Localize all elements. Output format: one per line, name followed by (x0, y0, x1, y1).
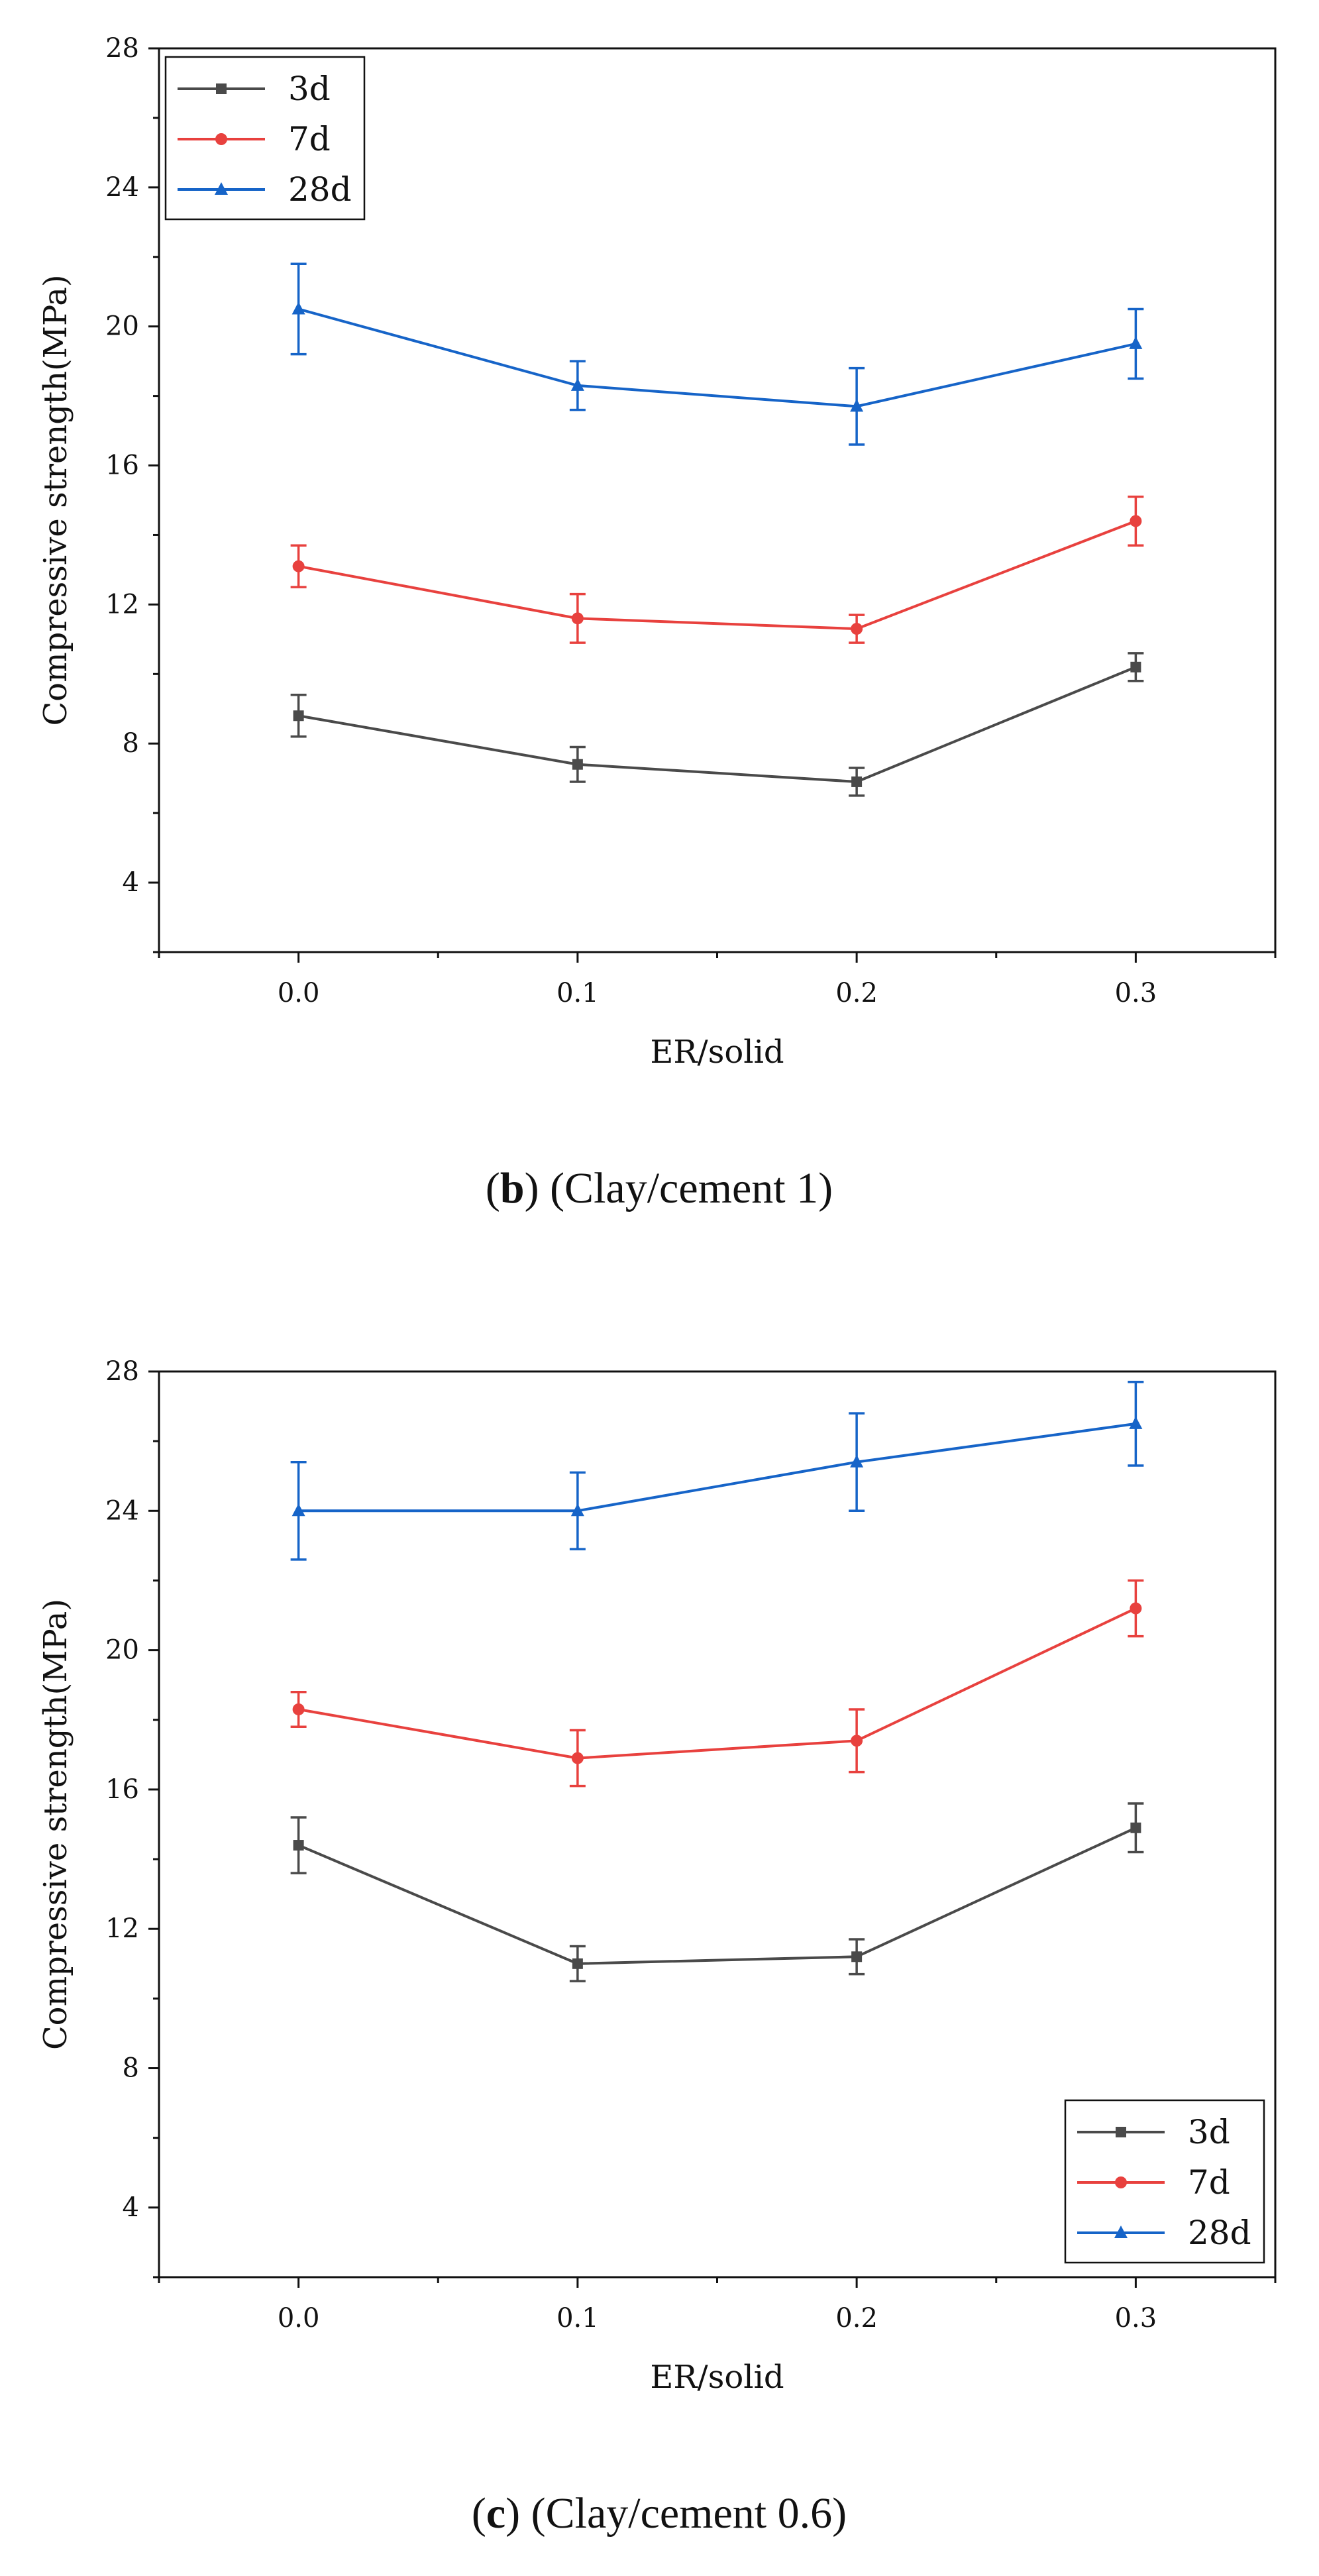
data-point-28d (291, 301, 305, 315)
y-tick-label: 16 (105, 451, 139, 481)
legend-marker-7d (1115, 2176, 1127, 2188)
legend-marker-28d (1114, 2226, 1128, 2238)
x-tick-label: 0.2 (835, 978, 878, 1008)
legend-label: 3d (288, 70, 331, 108)
legend-marker-7d (215, 133, 227, 145)
x-axis-title: ER/solid (650, 1034, 784, 1071)
legend: 3d 7d 28d (164, 56, 366, 221)
caption-paren: ( (486, 1164, 500, 1212)
legend-label: 7d (1188, 2163, 1230, 2202)
y-tick-label: 28 (105, 1356, 139, 1387)
data-point-28d (570, 378, 584, 391)
x-tick-label: 0.0 (278, 2303, 320, 2334)
legend-label: 3d (1188, 2113, 1230, 2151)
series-7d (290, 1579, 1144, 1788)
data-point-7d (851, 623, 863, 635)
y-tick-label: 20 (105, 1635, 139, 1666)
y-tick-label: 24 (105, 172, 139, 203)
figure-caption: (c) (Clay/cement 0.6) (472, 2489, 847, 2538)
series-28d (290, 1381, 1144, 1561)
y-axis-title: Compressive strength(MPa) (37, 1599, 74, 2050)
legend-label: 28d (1188, 2214, 1251, 2252)
series-line-7d (298, 519, 1137, 631)
y-tick-label: 28 (105, 33, 139, 64)
series-3d (290, 652, 1144, 797)
y-tick-label: 4 (123, 867, 139, 898)
data-point-28d (291, 1503, 305, 1517)
data-point-3d (572, 1958, 583, 1969)
caption-text: (Clay/cement 0.6) (520, 2489, 847, 2538)
data-point-28d (1129, 336, 1143, 349)
series-line-7d (298, 1607, 1137, 1760)
x-tick-label: 0.0 (278, 978, 320, 1008)
y-tick-label: 24 (105, 1495, 139, 1526)
data-point-28d (850, 399, 864, 412)
x-tick-label: 0.3 (1115, 978, 1157, 1008)
y-tick-label: 8 (123, 2053, 139, 2084)
data-point-3d (851, 776, 863, 787)
data-point-28d (1129, 1416, 1143, 1429)
data-point-3d (851, 1951, 863, 1962)
x-tick-label: 0.3 (1115, 2303, 1157, 2334)
x-tick-label: 0.1 (556, 978, 599, 1008)
x-tick-label: 0.2 (835, 2303, 878, 2334)
series-line-28d (298, 307, 1136, 408)
data-point-7d (851, 1735, 863, 1747)
data-point-3d (293, 1840, 304, 1851)
data-point-7d (1130, 1602, 1142, 1615)
series-line-3d (297, 1826, 1137, 1965)
data-point-3d (572, 759, 583, 770)
caption-paren: ) (505, 2489, 520, 2538)
data-point-7d (1130, 515, 1142, 527)
data-point-7d (571, 612, 584, 625)
legend-label: 28d (288, 170, 352, 209)
data-point-28d (570, 1503, 584, 1517)
y-tick-label: 16 (105, 1774, 139, 1805)
series-line-3d (298, 665, 1137, 783)
legend-marker-3d (1116, 2127, 1126, 2137)
y-tick-label: 12 (105, 589, 139, 619)
data-point-7d (292, 560, 305, 572)
caption-paren: ( (472, 2489, 486, 2538)
data-point-3d (293, 710, 304, 722)
figure-caption: (b) (Clay/cement 1) (486, 1164, 833, 1212)
legend-marker-28d (215, 182, 228, 195)
series-line-28d (298, 1422, 1136, 1513)
y-axis-title: Compressive strength(MPa) (37, 274, 74, 725)
y-tick-label: 12 (105, 1913, 139, 1944)
caption-letter: c (486, 2489, 505, 2538)
caption-letter: b (500, 1164, 525, 1212)
caption-paren: ) (525, 1164, 539, 1212)
data-point-3d (1130, 661, 1141, 672)
y-tick-label: 4 (123, 2192, 139, 2223)
legend-label: 7d (288, 120, 331, 158)
y-tick-label: 8 (123, 728, 139, 759)
x-tick-label: 0.1 (556, 2303, 599, 2334)
data-point-7d (292, 1703, 305, 1715)
series-3d (290, 1802, 1144, 1982)
caption-text: (Clay/cement 1) (539, 1164, 833, 1212)
chart-panel-b: 4 8 12 16 20 24 28 0.0 0.1 0.2 0.3 ER/solid Compress… (37, 33, 1277, 1212)
legend-marker-3d (216, 83, 227, 94)
chart-panel-c: 4 8 12 16 20 24 28 0.0 0.1 0.2 0.3 ER/solid Compress… (37, 1356, 1277, 2538)
data-point-7d (571, 1752, 584, 1764)
series-28d (290, 262, 1144, 446)
legend: 3d 7d 28d (1064, 2099, 1265, 2264)
x-axis-title: ER/solid (650, 2359, 784, 2396)
data-point-3d (1130, 1822, 1141, 1833)
series-7d (290, 496, 1144, 644)
y-tick-label: 20 (105, 311, 139, 342)
data-point-28d (850, 1454, 864, 1468)
